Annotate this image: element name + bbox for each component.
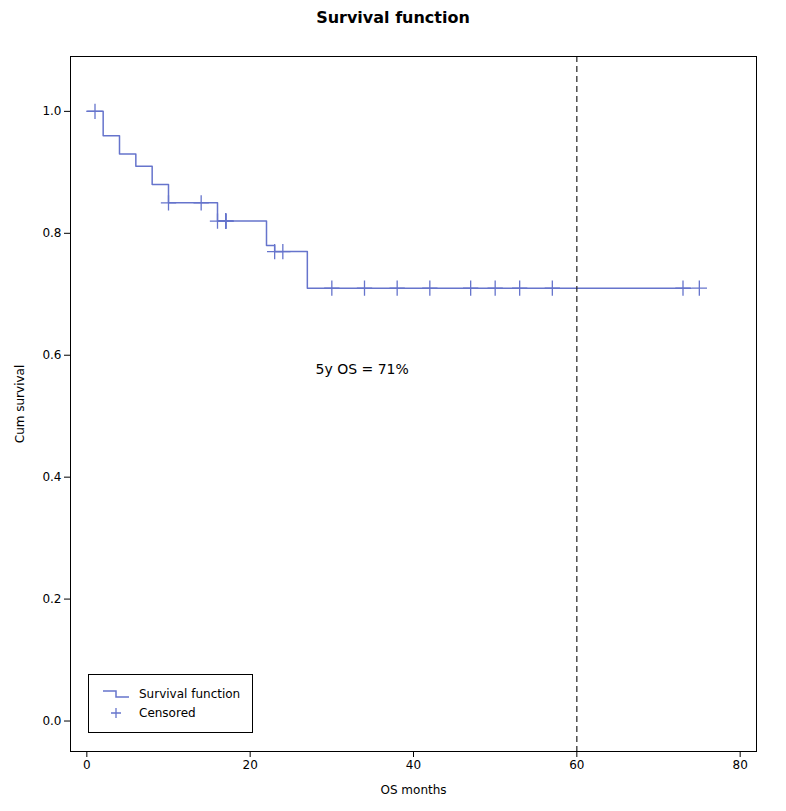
svg-text:0.6: 0.6 [42, 348, 61, 362]
svg-text:0.4: 0.4 [42, 470, 61, 484]
svg-text:0: 0 [83, 758, 91, 772]
html-text:Survival function: Survival function [139, 687, 241, 701]
svg-text:0.0: 0.0 [42, 714, 61, 728]
svg-text:1.0: 1.0 [42, 104, 61, 118]
html-text:Censored: Censored [139, 706, 196, 720]
svg-text:5y OS = 71%: 5y OS = 71% [316, 361, 409, 377]
svg-text:OS months: OS months [380, 783, 446, 797]
svg-text:0.8: 0.8 [42, 226, 61, 240]
svg-text:Cum survival: Cum survival [13, 365, 27, 444]
svg-text:40: 40 [406, 758, 421, 772]
svg-text:60: 60 [569, 758, 584, 772]
svg-text:20: 20 [243, 758, 258, 772]
html-text:Survival function: Survival function [316, 8, 470, 27]
svg-text:0.2: 0.2 [42, 592, 61, 606]
svg-text:80: 80 [733, 758, 748, 772]
